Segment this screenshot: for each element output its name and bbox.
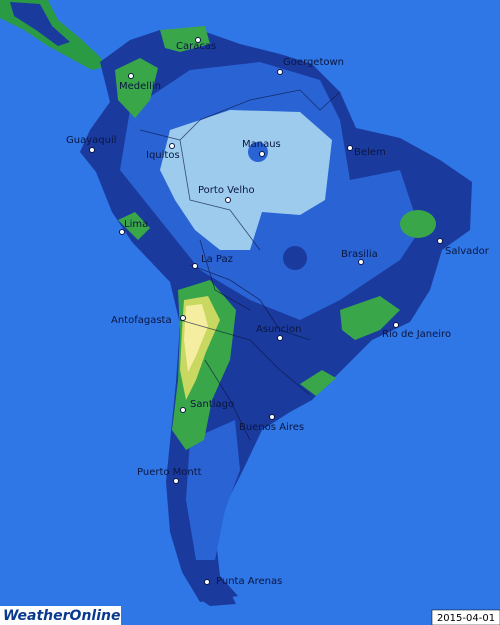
city-dot xyxy=(128,73,134,79)
city-dot xyxy=(119,229,125,235)
green-zone xyxy=(118,212,150,240)
cell xyxy=(283,246,307,270)
city-label: Iquitos xyxy=(146,150,180,161)
city-dot xyxy=(180,407,186,413)
city-label: La Paz xyxy=(201,254,233,265)
city-label: Manaus xyxy=(242,139,281,150)
city-dot xyxy=(393,322,399,328)
city-dot xyxy=(358,259,364,265)
city-dot xyxy=(277,69,283,75)
city-label: Medellin xyxy=(119,81,161,92)
date-box xyxy=(431,609,500,625)
city-label: Brasilia xyxy=(341,249,378,260)
city-label: Punta Arenas xyxy=(216,576,282,587)
border xyxy=(139,89,341,441)
city-label: Goergetown xyxy=(283,57,344,68)
green-zone xyxy=(400,210,436,238)
green-zone xyxy=(340,296,400,340)
city-label: Guayaquil xyxy=(66,135,117,146)
logo: WeatherOnline xyxy=(3,608,120,624)
city-dot xyxy=(204,579,210,585)
city-label: Rio de Janeiro xyxy=(382,329,451,340)
central-america-zone xyxy=(10,2,70,46)
city-label: Salvador xyxy=(445,246,490,257)
city-dot xyxy=(437,238,443,244)
city-label: Lima xyxy=(124,219,148,230)
city-dot xyxy=(347,145,353,151)
city-label: Santiago xyxy=(190,399,234,410)
green-zone xyxy=(115,58,158,118)
city-dot xyxy=(225,197,231,203)
city-label: Belem xyxy=(354,147,386,158)
city-dot xyxy=(259,151,265,157)
date: 2015-04-01 xyxy=(437,613,495,624)
city-label: Porto Velho xyxy=(198,185,255,196)
island xyxy=(198,596,236,606)
logo-box xyxy=(0,606,121,625)
city-dot xyxy=(169,143,175,149)
city-dot xyxy=(192,263,198,269)
city-label: Buenos Aires xyxy=(239,422,304,433)
city-dot xyxy=(180,315,186,321)
desert-zone xyxy=(184,304,208,372)
city-dot xyxy=(89,147,95,153)
city-dot xyxy=(269,414,275,420)
city-dot xyxy=(173,478,179,484)
city-dot xyxy=(277,335,283,341)
city-label: Caracas xyxy=(176,41,216,52)
city-label: Antofagasta xyxy=(111,315,172,326)
city-dot xyxy=(195,37,201,43)
green-zone xyxy=(300,370,336,396)
city-label: Asuncion xyxy=(256,324,301,335)
dry-zone xyxy=(160,110,332,250)
green-zone xyxy=(160,26,210,52)
wet-zone-south xyxy=(186,420,240,560)
city-label: Puerto Montt xyxy=(137,467,202,478)
cell xyxy=(248,142,268,162)
